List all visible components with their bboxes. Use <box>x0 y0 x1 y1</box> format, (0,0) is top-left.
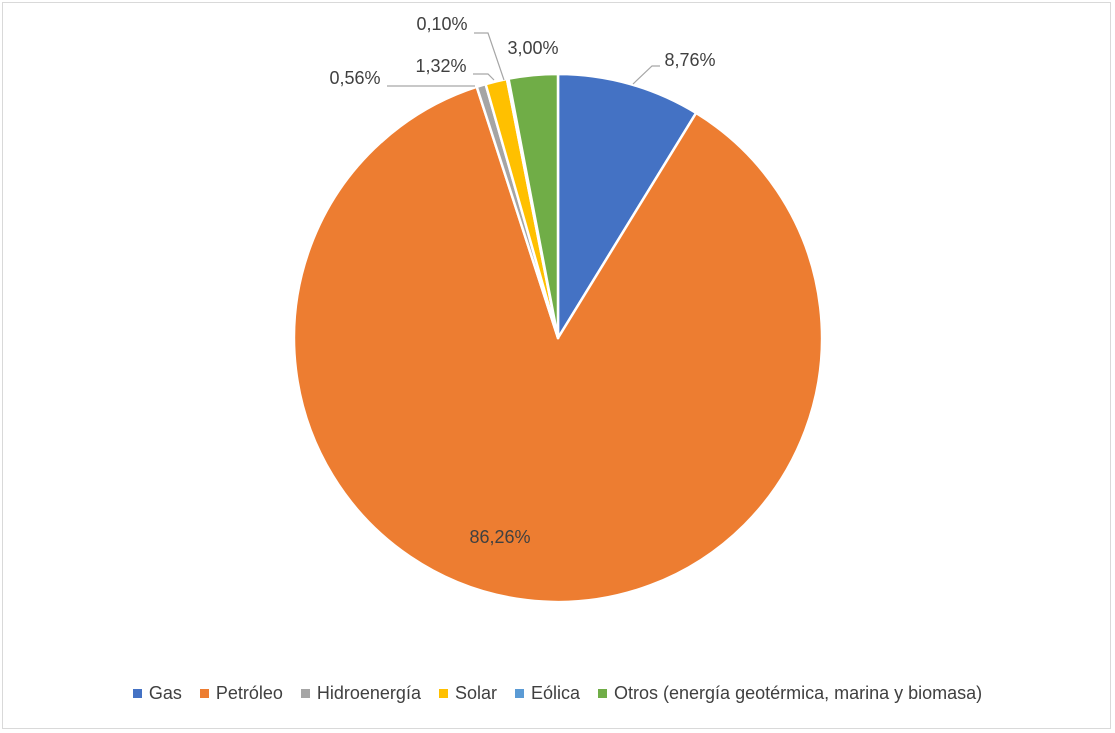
legend-swatch-icon <box>438 688 448 698</box>
legend-item-gas: Gas <box>132 682 182 704</box>
legend-label: Gas <box>148 682 182 703</box>
leader-line-solar <box>473 73 495 81</box>
legend-swatch-icon <box>132 688 142 698</box>
data-label-petroleo: 86,26% <box>469 527 530 547</box>
legend-label: Solar <box>454 682 497 703</box>
leader-line-gas <box>632 65 660 85</box>
pie-slice-otros-energia-geotermica-marina-y-biomasa <box>507 72 560 340</box>
legend-swatch-icon <box>514 688 524 698</box>
legend-item-solar: Solar <box>438 682 497 704</box>
legend-label: Petróleo <box>215 682 283 703</box>
pie-slice-gas <box>556 72 698 340</box>
data-label-gas: 8,76% <box>664 50 715 70</box>
legend: Gas Petróleo Hidroenergía Solar Eólica Otros … <box>0 680 1115 706</box>
legend-label: Eólica <box>530 682 581 703</box>
legend-item-petroleo: Petróleo <box>199 682 283 704</box>
pie-slice-petroleo <box>292 85 824 604</box>
legend-item-eolica: Eólica <box>514 682 581 704</box>
data-label-solar: 1,32% <box>415 56 466 76</box>
data-label-eolica: 0,10% <box>416 14 467 34</box>
data-label-hidroenergia: 0,56% <box>329 68 380 88</box>
leader-lines <box>387 32 660 87</box>
legend-label: Hidroenergía <box>316 682 421 703</box>
legend-swatch-icon <box>300 688 310 698</box>
leader-line-eolica <box>474 32 505 81</box>
legend-item-hidroenergia: Hidroenergía <box>300 682 421 704</box>
legend-swatch-icon <box>598 688 608 698</box>
legend-label: Otros (energía geotérmica, marina y biom… <box>614 682 983 703</box>
legend-swatch-icon <box>199 688 209 698</box>
data-label-otros-energia-geotermica-marina-y-biomasa: 3,00% <box>507 38 558 58</box>
legend-item-otros-energia-geotermica-marina-y-biomasa: Otros (energía geotérmica, marina y biom… <box>598 683 982 704</box>
pie-slices <box>292 72 824 604</box>
data-labels: 8,76% 86,26% 0,56% 1,32% 0,10% 3,00% <box>329 14 715 547</box>
